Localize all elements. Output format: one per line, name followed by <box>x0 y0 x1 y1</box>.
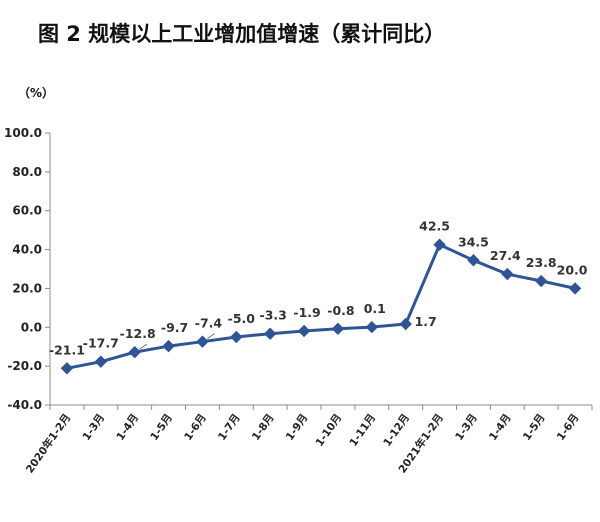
x-tick-label: 2020年1-2月 <box>23 411 73 475</box>
data-point-marker <box>467 254 480 267</box>
data-label: -9.7 <box>161 320 188 335</box>
data-point-marker <box>365 320 379 334</box>
data-label: -7.4 <box>195 316 223 331</box>
y-axis-unit-label: （%） <box>18 86 55 100</box>
data-label: -5.0 <box>228 311 256 326</box>
data-point-marker <box>501 267 514 281</box>
data-point-marker <box>162 339 175 353</box>
data-label: -3.3 <box>260 308 287 323</box>
x-tick-label: 1-7月 <box>216 412 243 443</box>
data-point-marker <box>331 322 345 336</box>
data-label: 20.0 <box>557 262 588 277</box>
data-label: -1.9 <box>293 305 320 320</box>
series-line <box>66 243 576 370</box>
y-tick-label: 0.0 <box>21 320 42 334</box>
x-tick-label: 1-6月 <box>182 412 209 443</box>
data-point-marker <box>399 317 412 331</box>
data-point-marker <box>230 330 243 344</box>
data-label: 27.4 <box>490 248 521 263</box>
x-tick-label: 1-4月 <box>114 412 141 443</box>
data-point-marker <box>433 238 446 251</box>
data-label: 34.5 <box>458 234 489 249</box>
data-label-leader-line <box>139 343 147 350</box>
data-point-marker <box>94 355 108 368</box>
x-tick-label: 1-6月 <box>555 412 582 443</box>
data-label: 1.7 <box>415 314 437 329</box>
y-tick-label: 80.0 <box>12 165 42 179</box>
chart-title: 图 2 规模以上工业增加值增速（累计同比） <box>38 22 446 46</box>
x-tick-label: 1-9月 <box>284 412 311 443</box>
data-point-marker <box>128 345 141 359</box>
x-tick-label: 1-10月 <box>313 412 344 449</box>
y-tick-label: 100.0 <box>4 126 42 140</box>
data-label: 42.5 <box>419 219 450 234</box>
x-tick-label: 1-5月 <box>148 412 175 443</box>
data-label-leader-line <box>207 333 215 339</box>
data-label: -21.1 <box>49 342 85 357</box>
y-tick-label: 60.0 <box>12 204 42 218</box>
data-label: 23.8 <box>526 255 557 270</box>
y-tick-label: 20.0 <box>12 281 42 295</box>
data-point-marker <box>534 274 548 288</box>
x-tick-label: 1-4月 <box>487 412 514 443</box>
y-tick-label: 40.0 <box>12 243 42 257</box>
data-label: -0.8 <box>327 303 354 318</box>
x-tick-label: 1-3月 <box>81 412 108 443</box>
data-point-marker <box>297 324 311 338</box>
y-tick-label: -40.0 <box>7 398 42 412</box>
x-tick-label: 1-11月 <box>347 412 378 449</box>
x-tick-label: 1-3月 <box>453 412 480 443</box>
x-tick-label: 1-8月 <box>250 412 277 443</box>
data-label: -17.7 <box>83 336 119 351</box>
data-point-marker <box>196 335 209 348</box>
data-label: 0.1 <box>364 301 386 316</box>
data-label: -12.8 <box>120 326 156 341</box>
x-tick-label: 1-5月 <box>521 412 548 443</box>
x-tick-label: 1-12月 <box>381 412 412 449</box>
y-tick-label: -20.0 <box>7 359 42 373</box>
data-point-marker <box>263 327 277 340</box>
data-point-marker <box>60 362 74 375</box>
data-point-marker <box>568 282 582 295</box>
